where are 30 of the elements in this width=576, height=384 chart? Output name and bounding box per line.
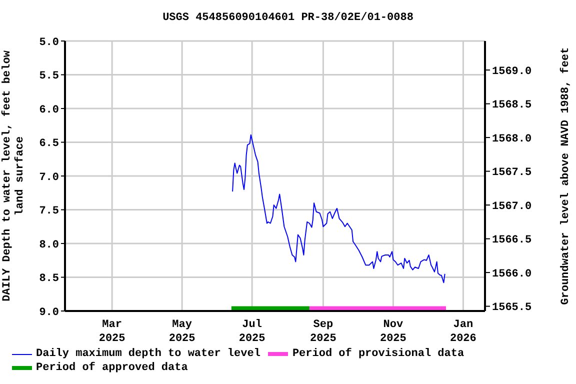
y-axis-title: DAILY Depth to water level, feet below land surface [0, 50, 26, 302]
y-tick-label: 7.0 [39, 172, 59, 184]
y-tick-label: 9.0 [39, 306, 59, 319]
x-tick-label: Jan 2026 [450, 319, 476, 345]
y-tick-label: 6.5 [39, 138, 60, 150]
x-tick-label: Mar 2025 [98, 319, 126, 345]
chart-title: USGS 454856090104601 PR-38/02E/01-0088 [162, 12, 414, 24]
y2-axis-title: Groundwater level above NAVD 1988, feet [559, 47, 572, 305]
legend-label: Period of provisional data [292, 348, 464, 360]
y-tick-label: 5.5 [39, 70, 60, 83]
y-tick-label: 5.0 [39, 36, 59, 49]
y-tick-label: 8.5 [39, 273, 60, 286]
x-tick-label: Nov 2025 [380, 319, 407, 345]
x-tick-label: Sep 2025 [310, 319, 337, 345]
y-tick-label: 6.0 [39, 104, 59, 116]
y2-tick-label: 1565.5 [492, 302, 532, 314]
legend-label: Daily maximum depth to water level [36, 348, 260, 360]
y2-tick-label: 1567.0 [492, 200, 532, 213]
y2-tick-label: 1566.0 [492, 268, 532, 280]
legend-label: Period of approved data [36, 362, 188, 374]
x-tick-label: Jul 2025 [238, 319, 266, 345]
y2-tick-label: 1568.0 [492, 133, 532, 146]
y2-tick-label: 1567.5 [492, 167, 532, 180]
y2-tick-label: 1569.0 [492, 66, 532, 78]
y2-tick-label: 1566.5 [492, 234, 532, 247]
x-tick-label: May 2025 [168, 319, 196, 345]
y-tick-label: 7.5 [39, 206, 60, 218]
line-series [232, 134, 446, 284]
y-tick-label: 8.0 [39, 239, 59, 252]
y2-tick-label: 1568.5 [492, 100, 532, 112]
